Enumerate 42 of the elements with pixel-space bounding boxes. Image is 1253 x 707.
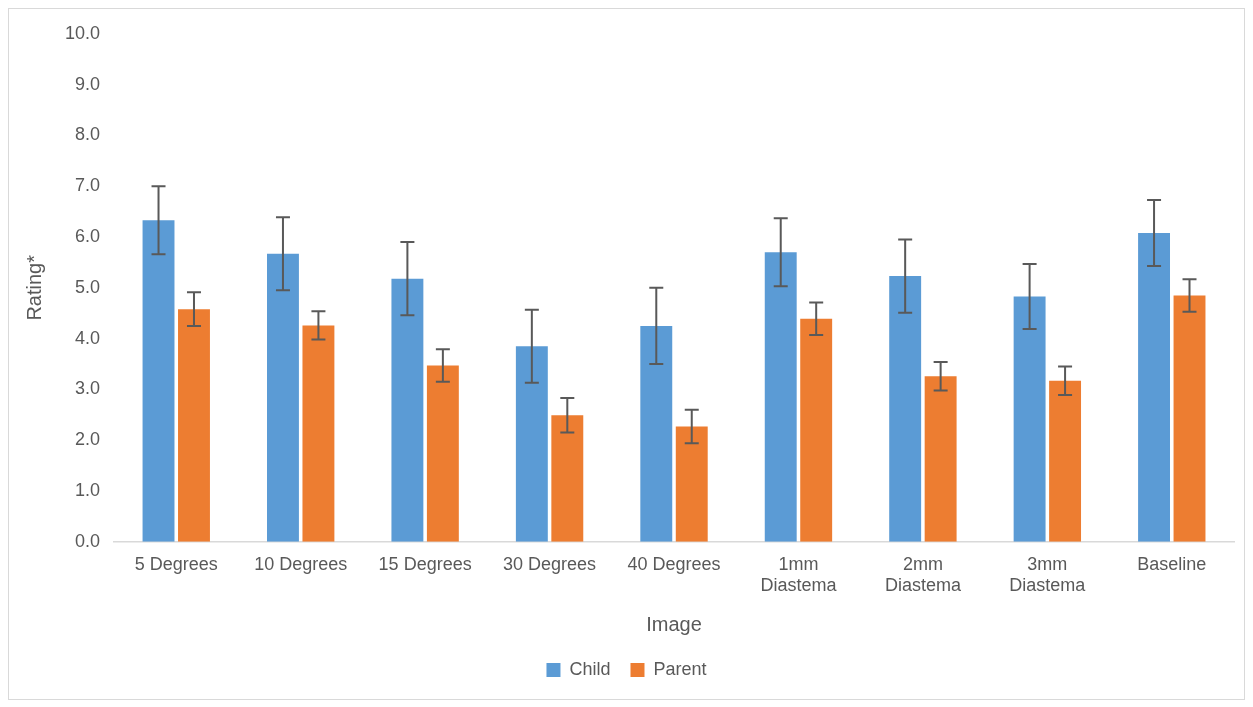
bar [675, 426, 708, 542]
y-tick-label: 8.0 [75, 124, 101, 145]
bar [267, 253, 299, 542]
y-tick-label: 4.0 [75, 327, 101, 348]
bar [426, 365, 459, 542]
x-axis-title: Image [646, 612, 702, 635]
y-tick-label: 0.0 [75, 530, 101, 551]
y-axis-title: Rating* [22, 254, 45, 321]
x-tick-label: 15 Degrees [378, 553, 472, 574]
bar [800, 318, 833, 542]
y-tick-label: 10.0 [64, 22, 101, 43]
x-tick-label: 5 Degrees [134, 553, 218, 574]
bar [178, 309, 210, 542]
bar [1049, 380, 1082, 542]
x-tick-label: 30 Degrees [503, 553, 597, 574]
x-tick-label: Baseline [1137, 553, 1207, 574]
bar [391, 278, 424, 542]
y-tick-label: 2.0 [75, 429, 101, 450]
bar [551, 415, 584, 542]
bar [1013, 296, 1046, 542]
bar [302, 325, 335, 542]
x-tick-label: 2mm Diastema [884, 553, 962, 596]
legend-label: Child [569, 658, 611, 679]
bar [924, 376, 957, 542]
x-tick-label: 10 Degrees [254, 553, 348, 574]
y-tick-label: 7.0 [75, 175, 101, 196]
y-tick-label: 1.0 [75, 479, 101, 500]
bar [640, 325, 673, 542]
bar [142, 220, 175, 542]
bar [764, 252, 797, 542]
y-tick-label: 3.0 [75, 378, 101, 399]
y-tick-label: 5.0 [75, 276, 101, 297]
x-tick-label: 3mm Diastema [1009, 553, 1087, 596]
y-tick-label: 6.0 [75, 225, 101, 246]
bar [889, 276, 922, 542]
bar [515, 346, 548, 542]
legend-label: Parent [653, 658, 707, 679]
bar [1173, 295, 1206, 542]
x-tick-label: 1mm Diastema [760, 553, 838, 596]
x-tick-label: 40 Degrees [627, 553, 721, 574]
y-tick-label: 9.0 [75, 73, 101, 94]
bar [1138, 232, 1171, 542]
